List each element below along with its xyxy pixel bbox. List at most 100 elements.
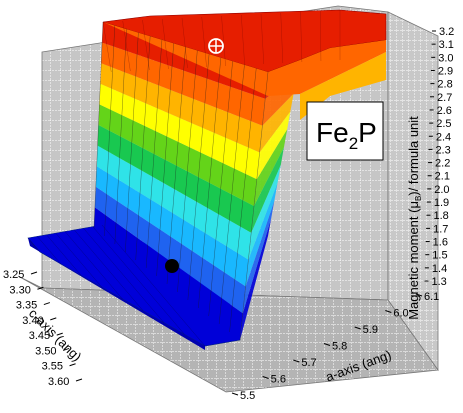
surface-side-band <box>256 111 291 180</box>
a-axis-ticks: 5.5 5.6 5.7 5.8 5.9 6.0 6.1 <box>231 291 439 402</box>
z-tick-label: 3.2 <box>439 26 454 38</box>
mesh-line <box>101 224 206 347</box>
z-tick-label: 2.2 <box>435 158 450 170</box>
mesh-line <box>64 231 123 300</box>
a-tick-label: 5.6 <box>271 374 286 386</box>
mesh-line <box>166 46 186 285</box>
mesh-line <box>92 226 185 335</box>
c-tick-mark <box>43 302 51 306</box>
c-tick-mark <box>75 378 83 382</box>
z-tick-label: 3.0 <box>438 52 453 64</box>
mesh-line <box>55 232 103 288</box>
surface-band <box>94 207 243 340</box>
surface-band <box>100 63 263 153</box>
mesh-line <box>83 228 164 323</box>
surface-band <box>95 166 249 287</box>
z-tick-label: 1.5 <box>432 250 447 262</box>
c-tick-label: 3.40 <box>22 315 43 327</box>
surface-band <box>101 42 266 126</box>
mesh-line <box>37 236 61 264</box>
surface-top-lip2 <box>300 52 386 120</box>
mesh-line <box>142 19 150 71</box>
z-tick-label: 1.4 <box>432 263 447 275</box>
mesh-line <box>177 50 198 293</box>
mesh-line <box>218 64 245 325</box>
surface-side-band <box>251 147 284 233</box>
mesh-line <box>198 57 222 309</box>
c-tick-mark <box>30 271 38 275</box>
mesh-line <box>74 229 144 311</box>
mesh-line <box>46 234 82 276</box>
a-tick-label: 6.0 <box>393 308 408 320</box>
c-tick-label: 3.25 <box>3 269 24 281</box>
surface-band <box>99 83 260 180</box>
magnetic-moment-surface <box>27 9 387 350</box>
mesh-line <box>156 43 174 277</box>
mesh-line <box>241 14 245 66</box>
c-tick-label: 3.45 <box>29 330 50 342</box>
z-tick-label: 2.7 <box>437 92 452 104</box>
surface-band <box>94 186 246 314</box>
c-tick-mark <box>37 286 44 290</box>
mesh-line <box>181 17 188 69</box>
z-tick-label: 2.9 <box>438 65 453 77</box>
surface-side-band <box>240 218 272 340</box>
z-tick-label: 2.5 <box>436 118 451 130</box>
surface-band <box>98 104 257 206</box>
z-axis-title: Magnetic moment (μB)/ formula unit <box>406 116 423 320</box>
z-tick-label: 2.0 <box>434 184 449 196</box>
mesh-line <box>162 18 169 70</box>
surface-band <box>97 125 254 233</box>
surface-side-band <box>259 93 294 153</box>
z-tick-label: 2.8 <box>437 79 452 91</box>
surface-low-plateau-edge <box>28 238 205 350</box>
mesh-line <box>260 13 264 65</box>
mesh-line <box>221 15 226 67</box>
a-tick-label: 5.8 <box>332 341 347 353</box>
mesh-line <box>114 29 127 245</box>
c-tick-label: 3.50 <box>35 345 56 357</box>
z-tick-label: 3.1 <box>439 39 454 51</box>
a-tick-mark <box>231 392 239 396</box>
c-tick-mark <box>50 317 57 321</box>
c-axis-ticks: 3.25 3.30 3.35 3.40 3.45 3.50 3.55 3.60 <box>3 269 83 388</box>
a-tick-mark <box>415 293 423 297</box>
mesh-line <box>27 237 41 253</box>
marker-open-circle <box>208 38 224 54</box>
mesh-line <box>93 21 104 229</box>
c-tick-label: 3.55 <box>42 361 63 373</box>
mesh-line <box>280 12 284 64</box>
surface-side-band <box>245 182 278 287</box>
c-tick-label: 3.60 <box>48 376 69 388</box>
a-tick-mark <box>262 376 269 379</box>
mesh-line <box>102 21 112 73</box>
mesh-line <box>135 36 151 261</box>
z-tick-label: 2.6 <box>437 105 452 117</box>
mesh-line <box>104 25 116 237</box>
mesh-line <box>320 10 322 62</box>
surface-band <box>96 145 252 260</box>
a-tick-label: 5.7 <box>301 357 316 369</box>
surface-side-band <box>248 164 281 260</box>
surface-side-band <box>254 129 288 206</box>
marker-filled-circle <box>165 259 179 273</box>
z-tick-label: 2.1 <box>435 171 450 183</box>
a-tick-label: 5.9 <box>363 324 378 336</box>
z-tick-label: 1.7 <box>433 223 448 235</box>
mesh-line <box>122 20 131 72</box>
c-tick-label: 3.35 <box>16 300 37 312</box>
c-tick-mark <box>69 363 76 367</box>
mesh-line <box>125 32 139 253</box>
z-tick-label: 1.9 <box>434 197 449 209</box>
z-tick-label: 1.8 <box>433 210 448 222</box>
surface-mesh-lines <box>27 10 341 347</box>
surface-top-lip <box>103 22 386 96</box>
a-tick-mark <box>293 359 300 363</box>
surface-side-band <box>242 200 275 314</box>
mesh-line <box>239 71 269 341</box>
c-tick-mark <box>56 332 63 336</box>
z-axis-ticks: 1.31.41.51.61.71.81.92.02.12.22.32.42.52… <box>424 26 454 288</box>
c-tick-mark <box>62 347 70 351</box>
z-tick-label: 2.4 <box>436 131 451 143</box>
